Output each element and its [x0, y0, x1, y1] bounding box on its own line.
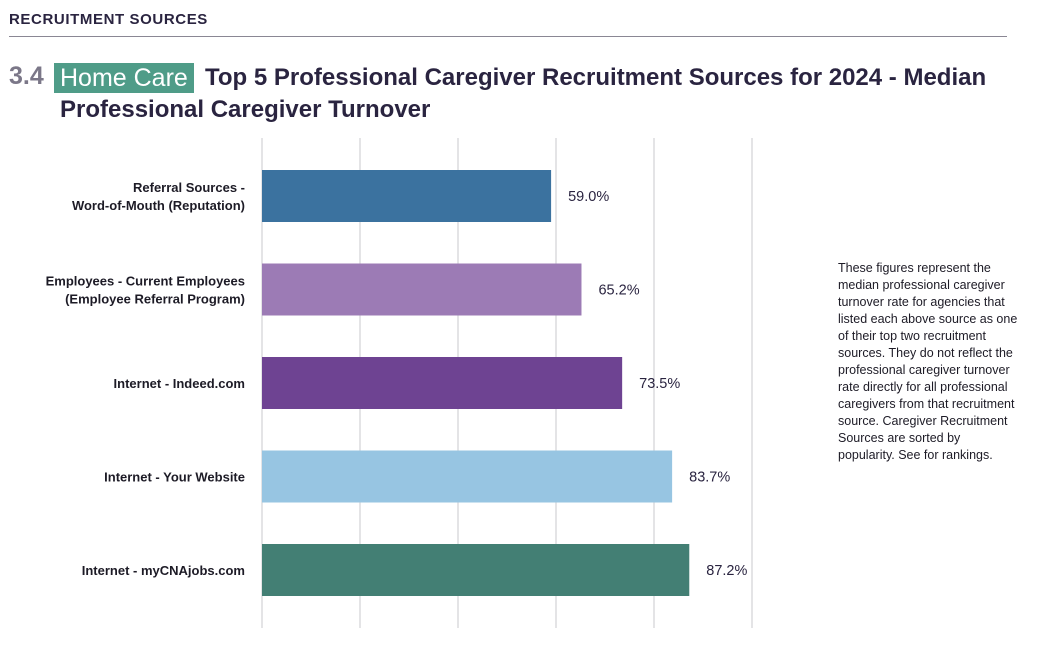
bar: [262, 263, 582, 316]
section-number: 3.4: [9, 62, 44, 90]
bar-value-label: 83.7%: [689, 470, 730, 486]
category-label: Internet - Your Website: [104, 470, 245, 485]
section-label: RECRUITMENT SOURCES: [9, 11, 208, 28]
bar-chart: 59.0% Referral Sources -Word-of-Mouth (Re…: [46, 138, 753, 628]
bar-value-label: 65.2%: [598, 283, 639, 299]
bar: [262, 450, 673, 503]
bar-value-label: 73.5%: [639, 376, 680, 392]
chart-footnote: These figures represent the median profe…: [838, 261, 1018, 462]
category-label: Employees - Current Employees (Employee R…: [46, 274, 245, 307]
section-divider: [9, 36, 1007, 37]
category-label: Internet - myCNAjobs.com: [82, 563, 245, 578]
chart-title: Top 5 Professional Caregiver Recruitment…: [60, 64, 987, 123]
bar: [262, 544, 690, 596]
bar: [262, 170, 552, 222]
home-care-tag: Home Care: [54, 63, 194, 93]
category-label: Referral Sources -Word-of-Mouth (Reputat…: [72, 180, 245, 213]
category-label: Internet - Indeed.com: [114, 376, 245, 391]
bar: [262, 357, 623, 409]
bar-value-label: 87.2%: [706, 563, 747, 579]
bar-value-label: 59.0%: [568, 189, 609, 205]
